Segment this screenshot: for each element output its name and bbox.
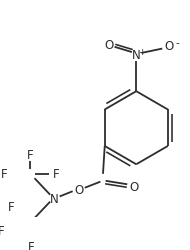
Text: F: F bbox=[27, 148, 33, 162]
Text: -: - bbox=[176, 38, 180, 48]
Text: F: F bbox=[53, 168, 59, 180]
Text: O: O bbox=[74, 183, 83, 196]
Text: O: O bbox=[130, 180, 139, 193]
Text: F: F bbox=[28, 240, 34, 250]
Text: N: N bbox=[132, 49, 141, 62]
Text: F: F bbox=[0, 224, 4, 237]
Text: F: F bbox=[1, 168, 7, 180]
Text: +: + bbox=[139, 48, 146, 56]
Text: F: F bbox=[8, 200, 14, 213]
Text: N: N bbox=[50, 192, 59, 205]
Text: O: O bbox=[165, 40, 174, 53]
Text: O: O bbox=[104, 38, 113, 52]
